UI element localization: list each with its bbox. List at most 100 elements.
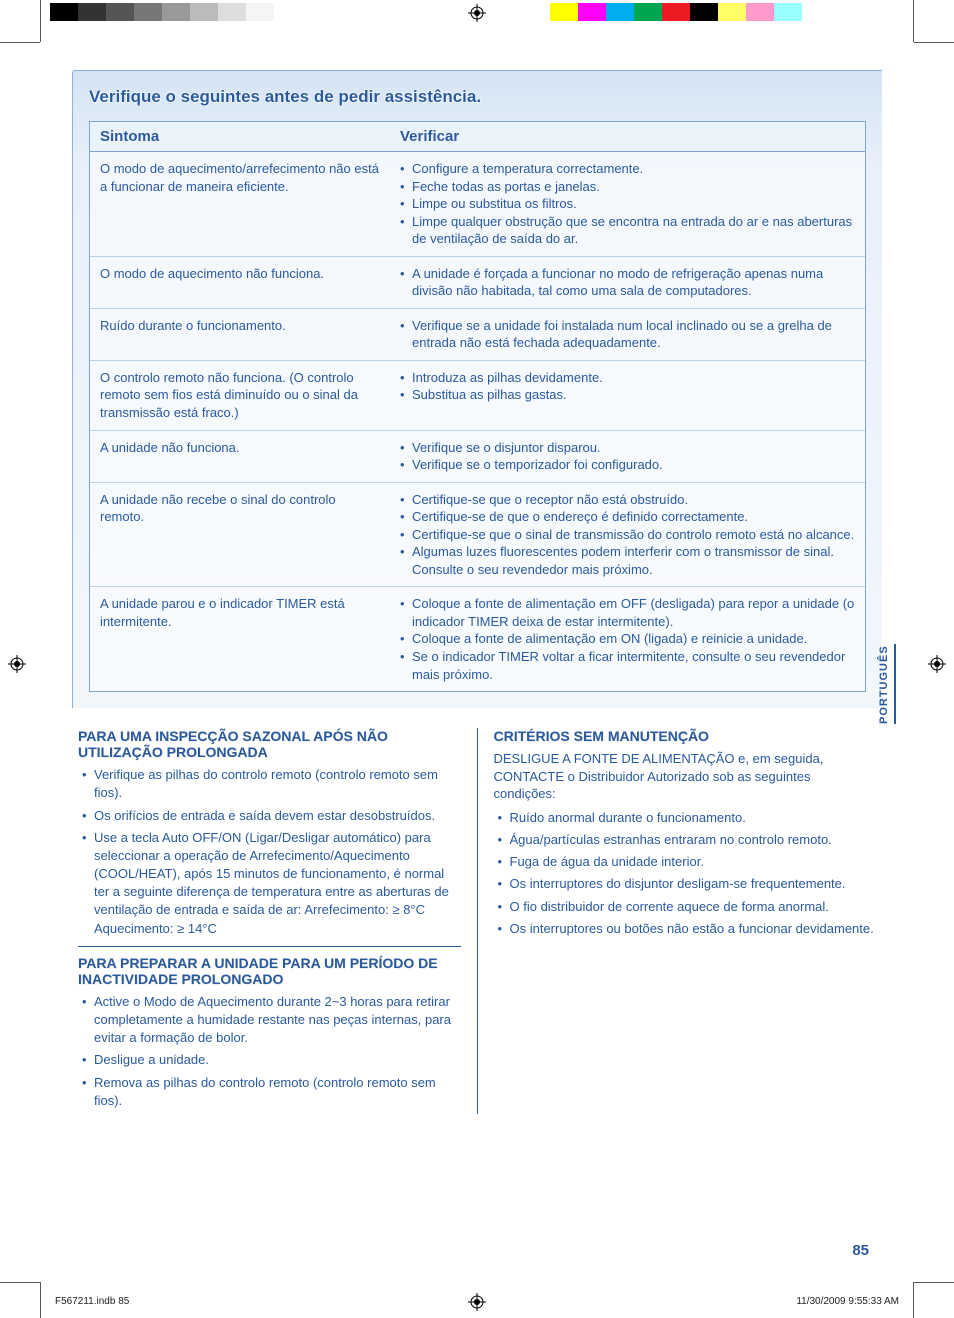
- crop-mark: [40, 0, 41, 42]
- language-tab: PORTUGUÊS: [878, 644, 896, 724]
- section-title: CRITÉRIOS SEM MANUTENÇÃO: [494, 728, 877, 744]
- check-item: Verifique se o temporizador foi configur…: [400, 456, 855, 474]
- check-item: Certifique-se que o sinal de transmissão…: [400, 526, 855, 544]
- panel-title: Verifique o seguintes antes de pedir ass…: [89, 87, 866, 107]
- crop-mark: [913, 0, 914, 42]
- swatch: [606, 3, 634, 21]
- cell-check: Verifique se a unidade foi instalada num…: [390, 309, 865, 360]
- check-item: Coloque a fonte de alimentação em ON (li…: [400, 630, 855, 648]
- cell-symptom: O modo de aquecimento/arrefecimento não …: [90, 152, 390, 256]
- list-item: Active o Modo de Aquecimento durante 2~3…: [78, 993, 461, 1048]
- page-content: Verifique o seguintes antes de pedir ass…: [72, 70, 882, 1114]
- cell-symptom: O modo de aquecimento não funciona.: [90, 257, 390, 308]
- check-item: Substitua as pilhas gastas.: [400, 386, 855, 404]
- swatch: [802, 3, 830, 21]
- check-item: Algumas luzes fluorescentes podem interf…: [400, 543, 855, 578]
- crop-mark: [0, 1282, 40, 1283]
- check-item: Configure a temperatura correctamente.: [400, 160, 855, 178]
- list-item: Os interruptores ou botões não estão a f…: [494, 920, 877, 938]
- swatch: [190, 3, 218, 21]
- swatch: [774, 3, 802, 21]
- crop-mark: [914, 1282, 954, 1283]
- check-item: Certifique-se de que o endereço é defini…: [400, 508, 855, 526]
- footer-filename: F567211.indb 85: [55, 1296, 129, 1307]
- section-title: PARA PREPARAR A UNIDADE PARA UM PERÍODO …: [78, 955, 461, 987]
- check-item: Verifique se a unidade foi instalada num…: [400, 317, 855, 352]
- swatch: [218, 3, 246, 21]
- left-column: PARA UMA INSPECÇÃO SAZONAL APÓS NÃO UTIL…: [72, 728, 478, 1114]
- swatch: [50, 3, 78, 21]
- list-item: O fio distribuidor de corrente aquece de…: [494, 898, 877, 916]
- registration-mark-icon: [468, 4, 486, 22]
- swatch: [106, 3, 134, 21]
- section-block: PARA PREPARAR A UNIDADE PARA UM PERÍODO …: [78, 946, 461, 1110]
- table-header-row: Sintoma Verificar: [90, 122, 865, 152]
- list-item: Verifique as pilhas do controlo remoto (…: [78, 766, 461, 802]
- swatch: [662, 3, 690, 21]
- table-row: Ruído durante o funcionamento. Verifique …: [90, 309, 865, 361]
- cell-check: Coloque a fonte de alimentação em OFF (d…: [390, 587, 865, 691]
- swatch: [746, 3, 774, 21]
- cell-check: Introduza as pilhas devidamente.Substitu…: [390, 361, 865, 430]
- list-item: Fuga de água da unidade interior.: [494, 853, 877, 871]
- swatch: [78, 3, 106, 21]
- color-swatches: [550, 3, 830, 21]
- crop-mark: [0, 42, 40, 43]
- swatch: [718, 3, 746, 21]
- list-item: Os orifícios de entrada e saída devem es…: [78, 807, 461, 825]
- crop-mark: [913, 1282, 914, 1318]
- list-item: Remova as pilhas do controlo remoto (con…: [78, 1074, 461, 1110]
- table-row: O modo de aquecimento não funciona.A uni…: [90, 257, 865, 309]
- list-item: Os interruptores do disjuntor desligam-s…: [494, 875, 877, 893]
- th-symptom: Sintoma: [90, 122, 390, 151]
- swatch: [162, 3, 190, 21]
- bullet-list: Active o Modo de Aquecimento durante 2~3…: [78, 993, 461, 1110]
- troubleshooting-table: Sintoma Verificar O modo de aquecimento/…: [89, 121, 866, 692]
- cell-symptom: A unidade parou e o indicador TIMER está…: [90, 587, 390, 691]
- cell-check: A unidade é forçada a funcionar no modo …: [390, 257, 865, 308]
- grayscale-swatches: [50, 3, 358, 21]
- check-item: Limpe qualquer obstrução que se encontra…: [400, 213, 855, 248]
- crop-mark: [914, 42, 954, 43]
- th-check: Verificar: [390, 122, 865, 151]
- cell-check: Configure a temperatura correctamente.Fe…: [390, 152, 865, 256]
- list-item: Desligue a unidade.: [78, 1051, 461, 1069]
- cell-symptom: O controlo remoto não funciona. (O contr…: [90, 361, 390, 430]
- section-block: PARA UMA INSPECÇÃO SAZONAL APÓS NÃO UTIL…: [78, 728, 461, 938]
- check-item: Coloque a fonte de alimentação em OFF (d…: [400, 595, 855, 630]
- table-row: A unidade não funciona.Verifique se o di…: [90, 431, 865, 483]
- check-item: Verifique se o disjuntor disparou.: [400, 439, 855, 457]
- check-item: Feche todas as portas e janelas.: [400, 178, 855, 196]
- table-row: A unidade não recebe o sinal do controlo…: [90, 483, 865, 588]
- swatch: [330, 3, 358, 21]
- table-row: A unidade parou e o indicador TIMER está…: [90, 587, 865, 691]
- section-intro: DESLIGUE A FONTE DE ALIMENTAÇÃO e, em se…: [494, 750, 877, 803]
- registration-mark-icon: [8, 655, 26, 673]
- section-title: PARA UMA INSPECÇÃO SAZONAL APÓS NÃO UTIL…: [78, 728, 461, 760]
- page-number: 85: [852, 1242, 869, 1259]
- swatch: [134, 3, 162, 21]
- cell-check: Verifique se o disjuntor disparou.Verifi…: [390, 431, 865, 482]
- table-row: O modo de aquecimento/arrefecimento não …: [90, 152, 865, 257]
- check-item: Certifique-se que o receptor não está ob…: [400, 491, 855, 509]
- swatch: [690, 3, 718, 21]
- registration-mark-icon: [928, 655, 946, 673]
- list-item: Use a tecla Auto OFF/ON (Ligar/Desligar …: [78, 829, 461, 938]
- crop-mark: [40, 1282, 41, 1318]
- lower-columns: PARA UMA INSPECÇÃO SAZONAL APÓS NÃO UTIL…: [72, 728, 882, 1114]
- cell-symptom: Ruído durante o funcionamento.: [90, 309, 390, 360]
- check-item: Limpe ou substitua os filtros.: [400, 195, 855, 213]
- bullet-list: Ruído anormal durante o funcionamento. Ág…: [494, 809, 877, 938]
- swatch: [246, 3, 274, 21]
- swatch: [550, 3, 578, 21]
- list-item: Ruído anormal durante o funcionamento.: [494, 809, 877, 827]
- bullet-list: Verifique as pilhas do controlo remoto (…: [78, 766, 461, 938]
- check-item: Se o indicador TIMER voltar a ficar inte…: [400, 648, 855, 683]
- swatch: [578, 3, 606, 21]
- cell-symptom: A unidade não recebe o sinal do controlo…: [90, 483, 390, 587]
- list-item: Água/partículas estranhas entraram no co…: [494, 831, 877, 849]
- cell-check: Certifique-se que o receptor não está ob…: [390, 483, 865, 587]
- troubleshooting-panel: Verifique o seguintes antes de pedir ass…: [72, 70, 882, 708]
- swatch: [634, 3, 662, 21]
- swatch: [274, 3, 302, 21]
